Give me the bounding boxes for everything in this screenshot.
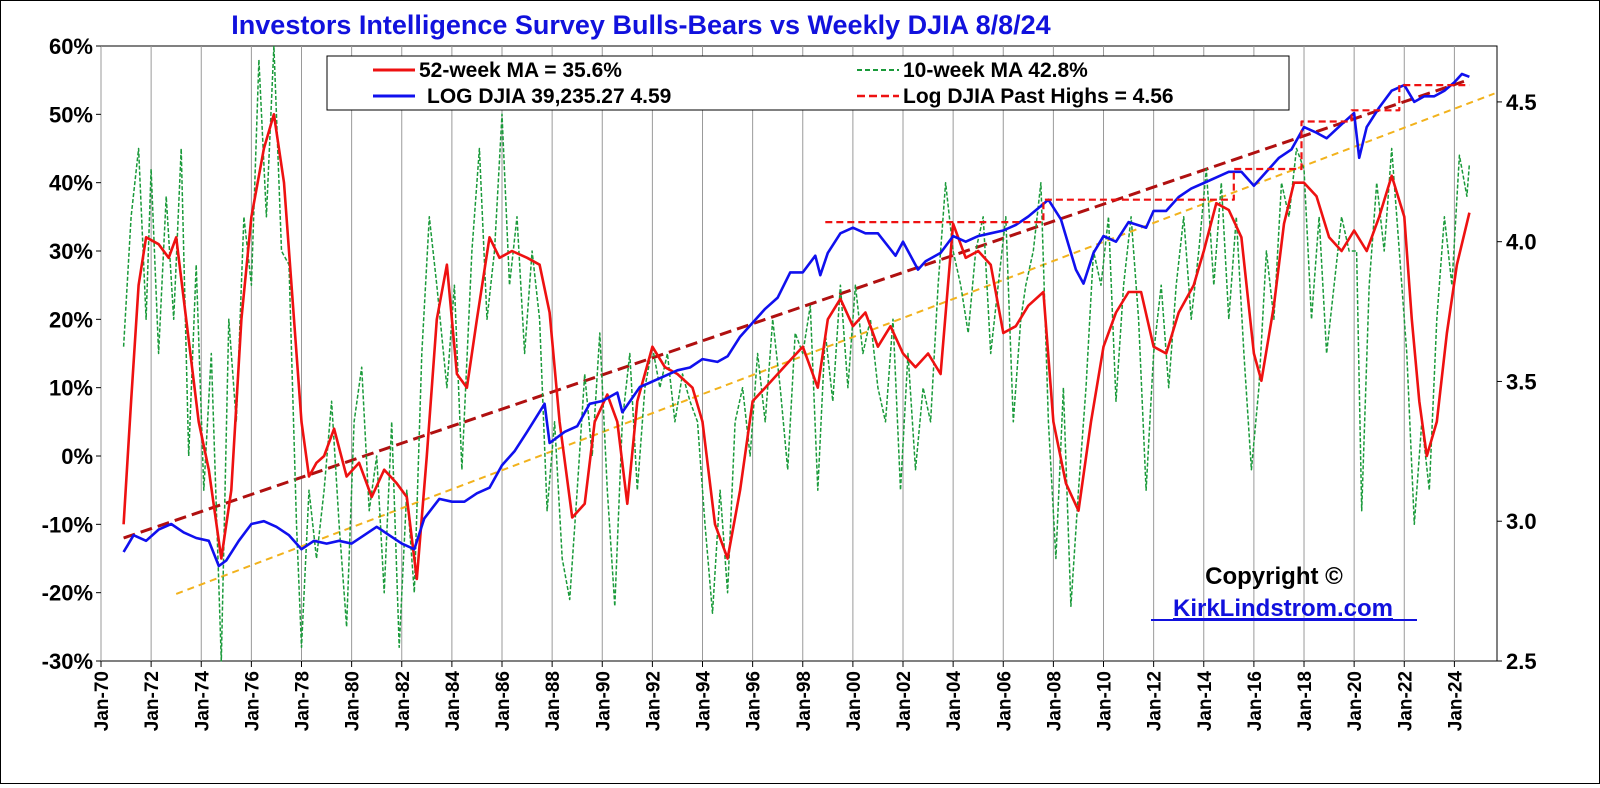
x-tick-label: Jan-76 [242,671,263,731]
x-tick-label: Jan-88 [543,671,564,731]
x-tick-label: Jan-12 [1145,671,1166,731]
y-left-tick-label: 10% [49,376,93,401]
x-tick-label: Jan-00 [844,671,865,731]
x-tick-label: Jan-98 [794,671,815,731]
chart-title: Investors Intelligence Survey Bulls-Bear… [231,10,1050,40]
y-left-tick-label: 0% [61,444,93,469]
x-tick-label: Jan-86 [493,671,514,731]
legend: 52-week MA = 35.6% 10-week MA 42.8% LOG … [326,55,1290,111]
x-tick-label: Jan-96 [744,671,765,731]
plot-area [100,45,1498,662]
y-right-tick-label: 4.0 [1506,230,1537,255]
y-right-tick-label: 2.5 [1506,649,1537,674]
x-tick-label: Jan-84 [443,671,464,732]
legend-label-52wk-ma: 52-week MA = 35.6% [419,59,622,82]
legend-label-log-djia: LOG DJIA 39,235.27 4.59 [427,85,671,108]
y-left-tick-label: -30% [42,649,93,674]
y-left-tick-label: 30% [49,239,93,264]
legend-label-10wk-ma: 10-week MA 42.8% [903,59,1088,82]
series-52wk-ma-line [122,113,1471,581]
copyright-text: Copyright © [1205,563,1343,590]
plot-layer [122,45,1495,662]
x-tick-label: Jan-70 [92,671,113,731]
y-right-tick-label: 3.0 [1506,509,1537,534]
legend-label-past-highs: Log DJIA Past Highs = 4.56 [903,85,1174,108]
y-right-tick-label: 4.5 [1506,90,1537,115]
x-tick-label: Jan-10 [1095,671,1116,731]
x-tick-label: Jan-78 [293,671,314,731]
x-tick-label: Jan-94 [694,671,715,732]
x-tick-label: Jan-02 [894,671,915,731]
y-right-tick-label: 3.5 [1506,369,1537,394]
website-link[interactable]: KirkLindstrom.com [1173,595,1393,622]
x-tick-label: Jan-18 [1295,671,1316,731]
x-tick-label: Jan-20 [1345,671,1366,731]
x-tick-label: Jan-14 [1195,671,1216,732]
series-10wk-ma-line [122,45,1471,662]
x-tick-label: Jan-22 [1395,671,1416,731]
x-tick-label: Jan-92 [643,671,664,731]
y-left-tick-label: -20% [42,581,93,606]
y-left-tick-label: 20% [49,307,93,332]
x-tick-label: Jan-90 [593,671,614,731]
y-left-tick-label: 40% [49,171,93,196]
legend-box [326,55,1290,111]
x-tick-label: Jan-72 [142,671,163,731]
trend-line-long [123,78,1470,540]
axes-layer: Jan-70 Jan-72 Jan-74 Jan-76 Jan-78 Jan-80 Jan-… [42,34,1537,731]
y-left-tick-label: 50% [49,102,93,127]
x-tick-label: Jan-82 [393,671,414,731]
x-tick-label: Jan-04 [944,671,965,732]
y-left-tick-label: 60% [49,34,93,59]
x-tick-label: Jan-24 [1445,671,1466,732]
y-left-tick-label: -10% [42,512,93,537]
series-past-highs-line [825,84,1470,224]
series-log-djia-line [122,72,1470,568]
x-tick-label: Jan-16 [1245,671,1266,731]
x-tick-label: Jan-06 [994,671,1015,731]
x-tick-label: Jan-80 [343,671,364,731]
x-tick-label: Jan-08 [1044,671,1065,731]
x-tick-label: Jan-74 [192,671,213,732]
